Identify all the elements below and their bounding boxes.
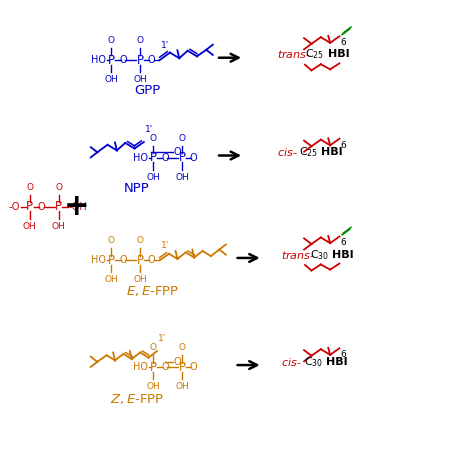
Text: O: O (161, 153, 169, 163)
Text: O: O (190, 363, 198, 373)
Text: O: O (148, 255, 155, 265)
Text: $\it{cis}$-: $\it{cis}$- (281, 356, 302, 368)
Text: HO: HO (133, 363, 147, 373)
Text: -OH: -OH (69, 202, 88, 212)
Text: P: P (150, 151, 157, 164)
Text: HO: HO (91, 55, 106, 65)
Text: $\it{trans}$-: $\it{trans}$- (281, 249, 315, 261)
Text: O: O (190, 153, 198, 163)
Text: +: + (64, 192, 89, 221)
Text: HO: HO (91, 255, 106, 265)
Text: O: O (108, 36, 115, 45)
Text: O: O (37, 202, 45, 212)
Text: C$_{25}$: C$_{25}$ (305, 47, 325, 61)
Text: OH: OH (175, 173, 189, 182)
Text: O: O (148, 55, 155, 65)
Text: O: O (150, 344, 157, 353)
Text: O: O (55, 183, 62, 192)
Text: HBI: HBI (332, 250, 354, 260)
Text: OH: OH (133, 75, 147, 84)
Text: C$_{30}$: C$_{30}$ (303, 355, 323, 369)
Text: P: P (179, 361, 185, 374)
Text: 6: 6 (341, 238, 346, 247)
Text: O: O (173, 147, 181, 157)
Text: OH: OH (175, 383, 189, 392)
Text: OH: OH (133, 275, 147, 284)
Text: P: P (108, 54, 115, 66)
Text: NPP: NPP (124, 182, 150, 195)
Text: O: O (26, 183, 33, 192)
Text: O: O (119, 255, 127, 265)
Text: O: O (179, 344, 185, 353)
Text: 1': 1' (158, 334, 166, 343)
Text: O: O (137, 36, 144, 45)
Text: P: P (55, 200, 62, 213)
Text: O: O (119, 55, 127, 65)
Text: 1': 1' (161, 241, 169, 250)
Text: P: P (137, 54, 144, 66)
Text: HBI: HBI (328, 49, 349, 59)
Text: -O: -O (8, 202, 19, 212)
Text: O: O (150, 134, 157, 143)
Text: OH: OH (52, 222, 65, 231)
Text: C$_{30}$: C$_{30}$ (310, 248, 329, 262)
Text: P: P (108, 254, 115, 267)
Text: HBI: HBI (326, 357, 347, 367)
Text: 6: 6 (341, 38, 346, 47)
Text: P: P (179, 151, 185, 164)
Text: $\it{cis}$-: $\it{cis}$- (277, 146, 297, 158)
Text: OH: OH (146, 173, 160, 182)
Text: O: O (137, 237, 144, 246)
Text: $\it{trans}$-: $\it{trans}$- (277, 48, 310, 61)
Text: OH: OH (104, 275, 118, 284)
Text: HO: HO (133, 153, 147, 163)
Text: O: O (161, 363, 169, 373)
Text: O: O (108, 237, 115, 246)
Text: 6: 6 (341, 350, 346, 359)
Text: P: P (137, 254, 144, 267)
Text: $\it{Z,E}$-FPP: $\it{Z,E}$-FPP (109, 392, 164, 406)
Text: HBI: HBI (321, 147, 343, 157)
Text: O: O (179, 134, 185, 143)
Text: O: O (173, 357, 181, 367)
Text: 6: 6 (341, 141, 346, 150)
Text: P: P (26, 200, 33, 213)
Text: OH: OH (104, 75, 118, 84)
Text: 1': 1' (161, 41, 169, 50)
Text: $\it{E,E}$-FPP: $\it{E,E}$-FPP (127, 284, 180, 299)
Text: P: P (150, 361, 157, 374)
Text: GPP: GPP (134, 84, 160, 97)
Text: OH: OH (23, 222, 36, 231)
Text: 1': 1' (145, 125, 153, 134)
Text: C$_{25}$: C$_{25}$ (299, 146, 318, 159)
Text: OH: OH (146, 383, 160, 392)
